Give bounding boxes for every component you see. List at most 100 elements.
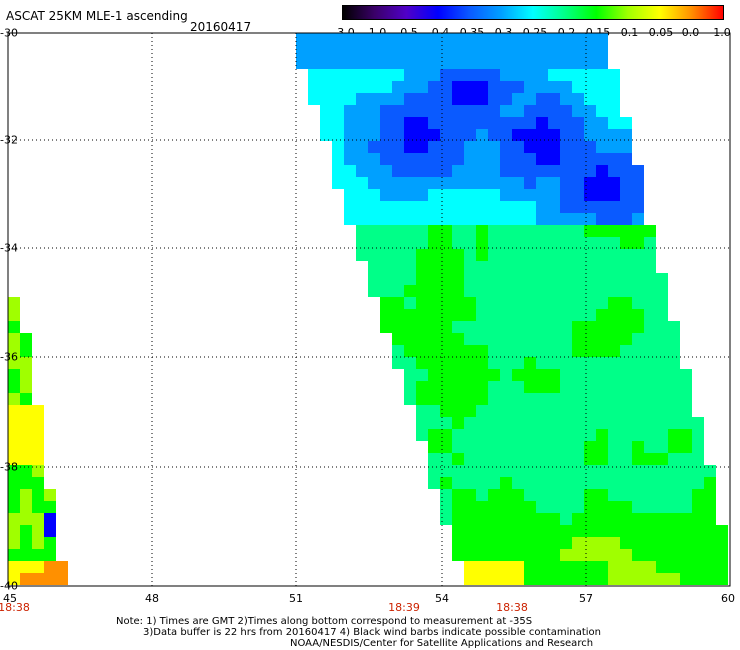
swath-cell: [572, 393, 584, 405]
swath-cell: [476, 213, 488, 225]
swath-cell: [344, 117, 356, 129]
swath-cell: [548, 537, 560, 549]
swath-cell: [512, 153, 524, 165]
swath-cell: [548, 213, 560, 225]
swath-cell: [488, 405, 500, 417]
swath-cell: [644, 513, 656, 525]
swath-cell: [500, 333, 512, 345]
swath-cell: [416, 417, 428, 429]
swath-cell: [644, 393, 656, 405]
swath-cell: [332, 69, 344, 81]
swath-cell: [404, 177, 416, 189]
swath-cell: [380, 285, 392, 297]
swath-cell: [56, 561, 68, 573]
swath-cell: [440, 117, 452, 129]
time-label: 18:38: [496, 601, 528, 614]
swath-cell: [524, 45, 536, 57]
swath-cell: [488, 441, 500, 453]
swath-cell: [584, 141, 596, 153]
swath-cell: [692, 429, 704, 441]
swath-cell: [524, 117, 536, 129]
swath-cell: [428, 117, 440, 129]
swath-cell: [464, 465, 476, 477]
swath-cell: [476, 381, 488, 393]
swath-cell: [476, 537, 488, 549]
swath-cell: [524, 513, 536, 525]
swath-cell: [632, 345, 644, 357]
swath-cell: [20, 441, 32, 453]
swath-cell: [596, 405, 608, 417]
swath-cell: [452, 513, 464, 525]
swath-cell: [596, 441, 608, 453]
swath-cell: [608, 477, 620, 489]
swath-cell: [716, 549, 728, 561]
swath-cell: [572, 201, 584, 213]
swath-cell: [476, 333, 488, 345]
swath-cell: [404, 57, 416, 69]
swath-cell: [368, 93, 380, 105]
swath-cell: [632, 249, 644, 261]
swath-cell: [392, 33, 404, 45]
swath-cell: [632, 357, 644, 369]
swath-cell: [452, 381, 464, 393]
swath-cell: [356, 201, 368, 213]
swath-cell: [440, 429, 452, 441]
swath-cell: [560, 57, 572, 69]
swath-cell: [440, 381, 452, 393]
swath-cell: [392, 285, 404, 297]
swath-cell: [404, 273, 416, 285]
swath-cell: [668, 501, 680, 513]
swath-cell: [608, 321, 620, 333]
swath-cell: [464, 189, 476, 201]
swath-cell: [596, 501, 608, 513]
swath-cell: [476, 93, 488, 105]
swath-cell: [548, 381, 560, 393]
swath-cell: [692, 525, 704, 537]
swath-cell: [392, 45, 404, 57]
swath-cell: [488, 561, 500, 573]
swath-cell: [560, 33, 572, 45]
swath-cell: [524, 93, 536, 105]
swath-cell: [500, 405, 512, 417]
swath-cell: [488, 465, 500, 477]
swath-cell: [404, 189, 416, 201]
swath-cell: [620, 489, 632, 501]
swath-cell: [620, 189, 632, 201]
swath-cell: [572, 501, 584, 513]
swath-cell: [500, 393, 512, 405]
swath-cell: [464, 537, 476, 549]
swath-cell: [404, 93, 416, 105]
swath-cell: [548, 393, 560, 405]
swath-cell: [452, 117, 464, 129]
swath-cell: [464, 321, 476, 333]
swath-cell: [608, 549, 620, 561]
swath-cell: [464, 441, 476, 453]
swath-cell: [536, 441, 548, 453]
swath-cell: [416, 429, 428, 441]
swath-cell: [548, 141, 560, 153]
swath-cell: [8, 417, 20, 429]
swath-cell: [680, 381, 692, 393]
swath-cell: [536, 93, 548, 105]
swath-cell: [524, 297, 536, 309]
swath-cell: [416, 177, 428, 189]
swath-cell: [584, 405, 596, 417]
swath-cell: [452, 129, 464, 141]
swath-cell: [440, 309, 452, 321]
swath-cell: [404, 33, 416, 45]
swath-cell: [596, 561, 608, 573]
swath-cell: [464, 453, 476, 465]
swath-cell: [428, 369, 440, 381]
swath-cell: [632, 189, 644, 201]
swath-cell: [488, 81, 500, 93]
swath-cell: [392, 273, 404, 285]
swath-cell: [680, 441, 692, 453]
swath-cell: [332, 177, 344, 189]
swath-cell: [524, 465, 536, 477]
swath-cell: [620, 417, 632, 429]
swath-cell: [428, 189, 440, 201]
swath-cell: [488, 453, 500, 465]
swath-cell: [500, 81, 512, 93]
swath-cell: [416, 33, 428, 45]
swath-cell: [380, 177, 392, 189]
